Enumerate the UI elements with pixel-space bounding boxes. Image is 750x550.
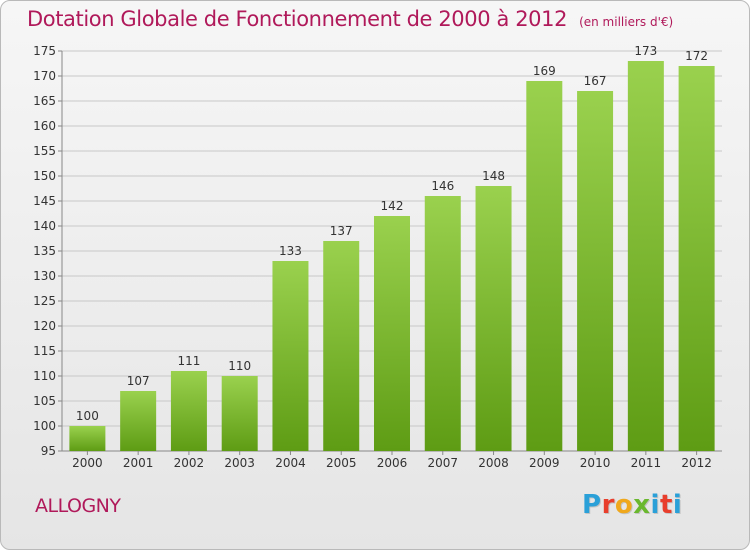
x-tick-label: 2011: [631, 456, 662, 470]
bar: [577, 91, 614, 451]
bar: [424, 196, 461, 451]
bar: [170, 371, 207, 451]
bar-value-label: 110: [228, 359, 251, 373]
x-tick-label: 2012: [681, 456, 712, 470]
bar: [221, 376, 258, 451]
y-tick-label: 145: [33, 194, 56, 208]
x-tick-label: 2001: [123, 456, 154, 470]
bar: [69, 426, 106, 451]
y-tick-label: 95: [41, 444, 56, 458]
bar-value-label: 107: [127, 374, 150, 388]
y-tick-label: 150: [33, 169, 56, 183]
y-tick-label: 120: [33, 319, 56, 333]
x-tick-label: 2006: [377, 456, 408, 470]
bar-value-label: 169: [533, 64, 556, 78]
bar: [678, 66, 715, 451]
proxiti-logo[interactable]: Proxiti: [582, 490, 683, 520]
bar-value-label: 133: [279, 244, 302, 258]
y-tick-label: 160: [33, 119, 56, 133]
bar-value-label: 148: [482, 169, 505, 183]
y-tick-label: 105: [33, 394, 56, 408]
bar-value-label: 100: [76, 409, 99, 423]
x-tick-label: 2005: [326, 456, 357, 470]
bar: [627, 61, 664, 451]
y-tick-label: 165: [33, 94, 56, 108]
bar: [374, 216, 410, 451]
bar-value-label: 146: [431, 179, 454, 193]
x-tick-label: 2002: [174, 456, 205, 470]
x-tick-label: 2004: [275, 456, 306, 470]
bar: [272, 261, 309, 451]
bar: [323, 241, 360, 451]
x-tick-label: 2007: [427, 456, 458, 470]
y-tick-label: 155: [33, 144, 56, 158]
y-tick-label: 115: [33, 344, 56, 358]
bar: [475, 186, 512, 451]
y-tick-label: 175: [33, 44, 56, 58]
y-tick-label: 110: [33, 369, 56, 383]
y-tick-label: 130: [33, 269, 56, 283]
bar-value-label: 173: [634, 44, 657, 58]
bar-value-label: 142: [381, 199, 404, 213]
bar-value-label: 137: [330, 224, 353, 238]
bar-value-label: 111: [177, 354, 200, 368]
chart-subtitle: (en milliers d'€): [579, 15, 674, 29]
x-tick-label: 2003: [224, 456, 255, 470]
y-tick-label: 135: [33, 244, 56, 258]
chart-title: Dotation Globale de Fonctionnement de 20…: [27, 7, 568, 31]
commune-name: ALLOGNY: [35, 495, 121, 517]
y-tick-label: 170: [33, 69, 56, 83]
bar-value-label: 167: [584, 74, 607, 88]
bar-value-label: 172: [685, 49, 708, 63]
chart-title-block: Dotation Globale de Fonctionnement de 20…: [27, 7, 673, 31]
y-tick-label: 100: [33, 419, 56, 433]
y-tick-label: 125: [33, 294, 56, 308]
x-tick-label: 2010: [580, 456, 611, 470]
bar: [526, 81, 563, 451]
x-tick-label: 2009: [529, 456, 560, 470]
x-tick-label: 2000: [72, 456, 103, 470]
bar: [120, 391, 157, 451]
x-tick-label: 2008: [478, 456, 509, 470]
y-tick-label: 140: [33, 219, 56, 233]
